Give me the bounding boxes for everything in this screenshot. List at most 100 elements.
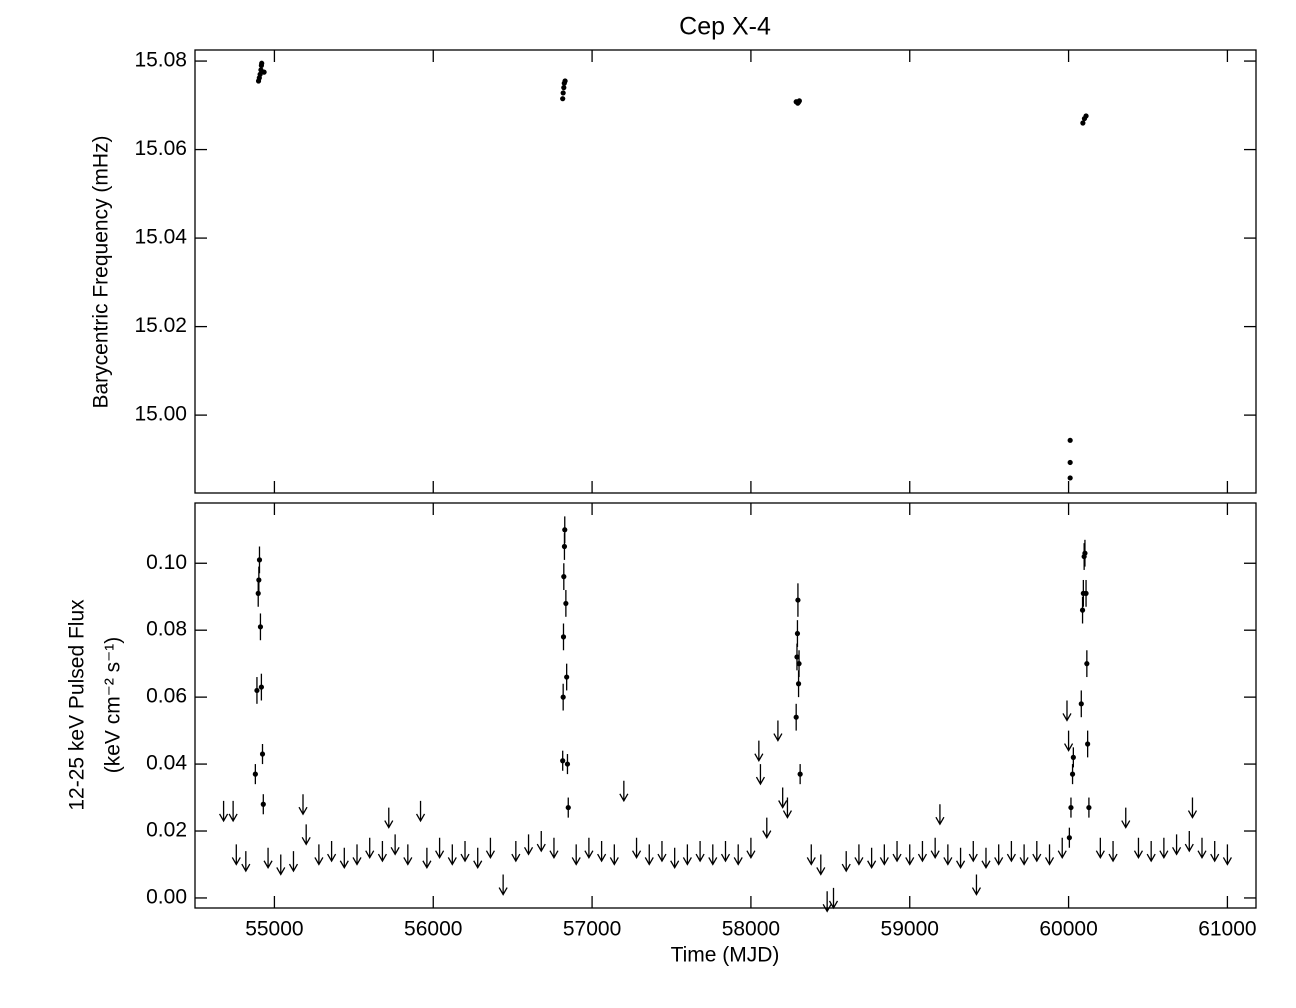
upper-limit-arrow [682, 844, 692, 866]
y-tick-label: 15.02 [134, 314, 187, 337]
upper-limit-arrow [778, 787, 788, 809]
upper-limit-arrow [288, 851, 299, 873]
upper-limit-arrow [263, 847, 273, 870]
upper-limit-arrow [754, 740, 764, 762]
upper-limit-arrow [365, 837, 375, 860]
upper-limit-arrow [956, 847, 966, 870]
arrow-shape [773, 720, 783, 742]
arrow-shape [816, 854, 826, 876]
data-point [795, 597, 801, 603]
arrow-shape [298, 794, 308, 816]
arrow-shape [754, 740, 764, 762]
arrow-shape [511, 841, 521, 863]
arrow-shape [682, 844, 692, 866]
upper-limit-arrow [930, 837, 940, 860]
data-point [257, 71, 263, 77]
upper-limit-arrow [228, 800, 238, 823]
data-point [562, 78, 568, 84]
arrow-shape [584, 837, 594, 860]
upper-limit-arrow [231, 844, 241, 866]
arrow-shape [415, 800, 426, 823]
data-point [1079, 607, 1086, 613]
arrow-shape [905, 844, 915, 866]
upper-limit-arrow [708, 844, 718, 866]
arrow-shape [228, 800, 238, 823]
data-point [261, 69, 267, 75]
arrow-shape [828, 887, 839, 910]
arrow-shape [276, 854, 286, 876]
arrow-shape [327, 841, 337, 863]
upper-limit-arrow [733, 844, 743, 866]
y-tick-label: 0.00 [146, 886, 187, 909]
data-point [560, 96, 566, 102]
arrow-shape [631, 837, 642, 860]
arrow-shape [523, 834, 534, 856]
data-point [794, 630, 801, 637]
upper-limit-arrow [1222, 844, 1232, 866]
data-point [1069, 771, 1076, 777]
data-point [1067, 459, 1073, 466]
arrow-shape [288, 851, 299, 873]
upper-limit-arrow [981, 847, 991, 870]
data-point [797, 771, 803, 777]
upper-limit-arrow [755, 764, 766, 786]
upper-limit-arrow [390, 834, 400, 856]
data-point [796, 661, 802, 667]
upper-limit-arrow [403, 844, 413, 866]
upper-limit-arrow [773, 720, 783, 742]
upper-limit-arrow [1172, 834, 1182, 856]
data-point [560, 90, 566, 96]
upper-limit-arrow [670, 847, 680, 870]
y-axis-label: Barycentric Frequency (mHz) [90, 135, 113, 408]
arrow-shape [981, 847, 991, 870]
upper-limit-arrow [460, 841, 470, 863]
upper-limit-arrow [1159, 837, 1169, 860]
y-tick-label: 15.00 [134, 403, 187, 426]
upper-limit-arrow [352, 844, 362, 866]
upper-limit-arrow [968, 841, 978, 863]
arrow-shape [1133, 837, 1144, 860]
data-point [793, 714, 799, 720]
arrow-shape [1159, 837, 1169, 860]
arrow-shape [1121, 807, 1131, 829]
upper-limit-arrow [384, 807, 394, 829]
data-point [1082, 550, 1088, 556]
data-point [1085, 741, 1091, 747]
arrow-shape [1095, 837, 1105, 860]
data-point [565, 804, 571, 811]
data-point [1080, 120, 1086, 126]
arrow-shape [930, 837, 940, 860]
upper-limit-arrow [1210, 841, 1220, 863]
arrow-shape [1032, 841, 1042, 863]
upper-limit-arrow [1121, 807, 1131, 829]
upper-limit-arrow [695, 841, 705, 863]
arrow-shape [806, 844, 816, 866]
arrow-shape [892, 841, 902, 863]
upper-limit-arrow [1095, 837, 1105, 860]
data-point [564, 761, 571, 767]
arrow-shape [644, 844, 654, 866]
arrow-shape [597, 841, 607, 863]
arrow-shape [720, 841, 731, 863]
arrow-shape [403, 844, 413, 866]
data-point [1078, 701, 1084, 707]
data-point [256, 577, 262, 583]
upper-limit-arrow [1062, 700, 1072, 722]
arrow-shape [1044, 844, 1055, 866]
arrow-shape [841, 851, 851, 873]
arrow-shape [670, 847, 680, 870]
arrow-shape [956, 847, 966, 870]
y-axis-label: (keV cm⁻² s⁻¹) [102, 637, 125, 774]
y-tick-label: 0.04 [146, 752, 187, 775]
x-tick-label: 57000 [563, 918, 621, 941]
upper-limit-arrow [971, 874, 982, 896]
upper-limit-arrow [841, 851, 851, 873]
upper-limit-arrow [631, 837, 642, 860]
arrow-shape [943, 844, 953, 866]
y-tick-label: 0.02 [146, 819, 187, 842]
x-axis-label: Time (MJD) [671, 944, 780, 967]
x-tick-label: 59000 [881, 918, 939, 941]
upper-limit-arrow [619, 780, 629, 803]
upper-limit-arrow [241, 851, 251, 873]
